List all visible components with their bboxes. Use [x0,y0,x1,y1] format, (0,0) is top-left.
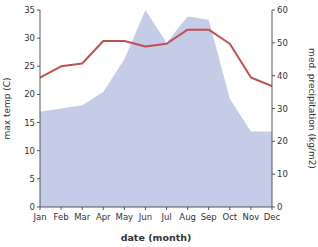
y-axis-label: max temp (C) [2,77,12,139]
x-axis-label: date (month) [121,232,192,243]
y2-tick [272,207,275,208]
y-tick [37,150,40,151]
x-tick [61,207,62,210]
x-tick-label: May [116,212,134,222]
y2-tick [272,141,275,142]
x-tick [145,207,146,210]
y-tick [37,66,40,67]
y-tick-label: 20 [24,89,35,99]
x-tick-label: Mar [74,212,91,222]
y-tick-label: 15 [24,118,35,128]
x-tick [250,207,251,210]
chart-container: JanFebMarAprMayJunJulAugSepOctNovDec0510… [0,0,318,247]
y2-tick-label: 0 [277,202,282,212]
x-tick-label: Nov [243,212,260,222]
x-tick-label: Jan [32,212,46,222]
x-tick [166,207,167,210]
axes: JanFebMarAprMayJunJulAugSepOctNovDec0510… [24,5,288,222]
y-tick [37,122,40,123]
y2-tick-label: 30 [277,104,288,114]
x-tick-label: Aug [179,212,196,222]
x-tick-label: Jun [138,212,152,222]
y2-tick-label: 50 [277,38,288,48]
x-tick-label: Feb [54,212,69,222]
x-tick [82,207,83,210]
y2-axis-label: med. precipitation (kg/m2) [307,48,317,169]
y-tick-label: 0 [30,202,35,212]
y-tick [37,207,40,208]
x-tick [124,207,125,210]
y-tick [37,38,40,39]
y2-tick [272,75,275,76]
x-tick [208,207,209,210]
x-tick [187,207,188,210]
y2-tick-label: 60 [277,5,288,15]
y-tick-label: 10 [24,146,35,156]
x-tick [103,207,104,210]
x-tick-label: Sep [201,212,217,222]
y2-tick-label: 40 [277,71,288,81]
y-tick [37,10,40,11]
y-axis-line [40,10,41,207]
y2-tick [272,174,275,175]
y-tick-label: 30 [24,33,35,43]
x-tick [229,207,230,210]
x-tick-label: Apr [96,212,111,222]
x-axis-line [40,207,272,208]
y-tick [37,178,40,179]
y2-tick [272,10,275,11]
marks [40,10,272,207]
chart: JanFebMarAprMayJunJulAugSepOctNovDec0510… [0,0,318,247]
y2-tick-label: 20 [277,136,288,146]
y-tick [37,94,40,95]
y-tick-label: 25 [24,61,35,71]
line [40,30,272,86]
y-tick-label: 5 [30,174,35,184]
y-tick-label: 35 [24,5,35,15]
x-tick-label: Dec [264,212,281,222]
y2-tick-label: 10 [277,169,288,179]
x-tick-label: Oct [222,212,237,222]
y2-tick [272,108,275,109]
area [40,10,272,207]
x-tick-label: Jul [160,212,171,222]
y2-tick [272,42,275,43]
